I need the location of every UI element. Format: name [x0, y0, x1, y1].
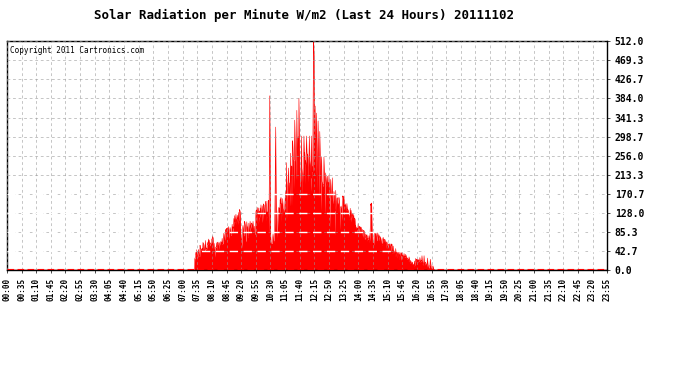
Text: Copyright 2011 Cartronics.com: Copyright 2011 Cartronics.com: [10, 46, 144, 55]
Text: Solar Radiation per Minute W/m2 (Last 24 Hours) 20111102: Solar Radiation per Minute W/m2 (Last 24…: [94, 9, 513, 22]
